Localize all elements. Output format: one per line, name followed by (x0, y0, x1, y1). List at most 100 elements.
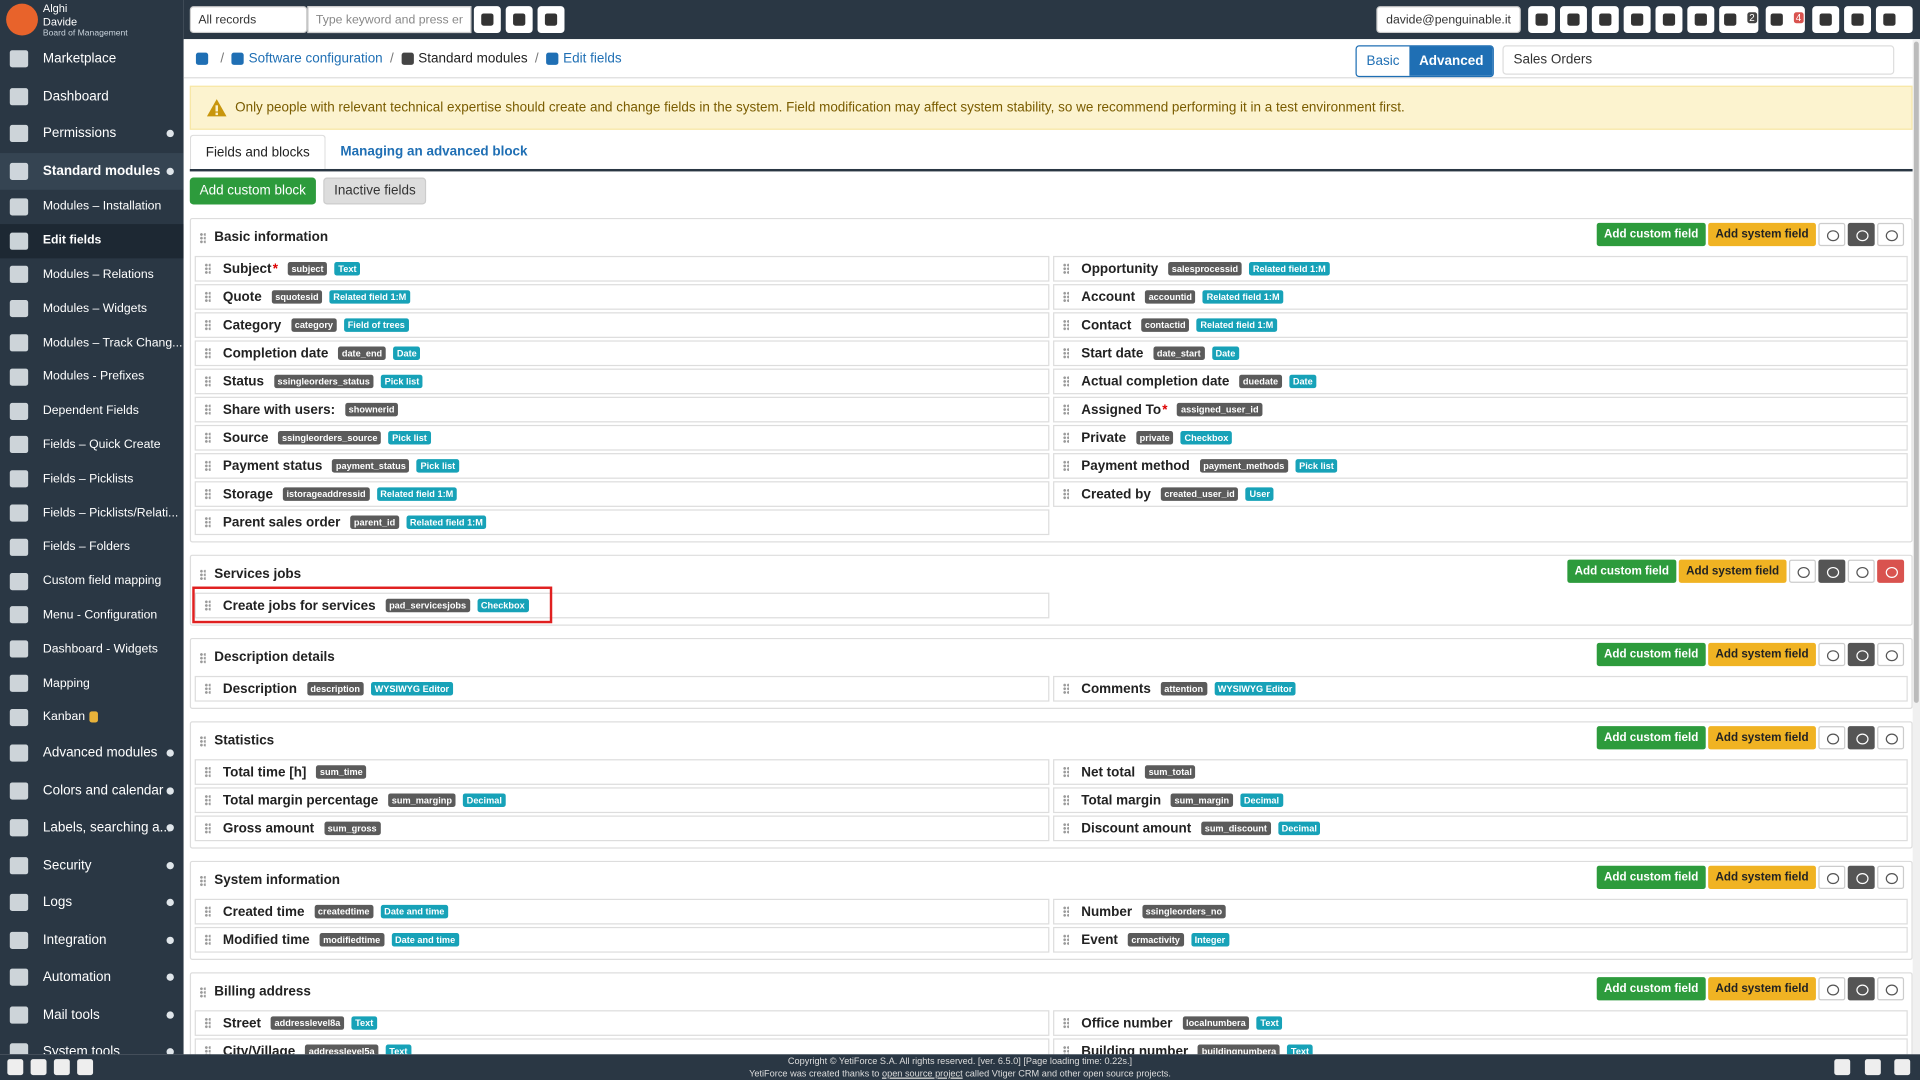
menu-item[interactable]: Advanced modules (0, 734, 184, 771)
social-icon[interactable] (77, 1059, 94, 1076)
field-row[interactable]: Quote squotesid Related field 1:M (194, 284, 1050, 310)
menu-item[interactable]: Custom field mapping (0, 564, 184, 598)
tool-button[interactable] (1788, 559, 1816, 583)
menu-item[interactable]: Dashboard (0, 78, 184, 115)
field-row[interactable]: Source ssingleorders_source Pick list (194, 424, 1050, 451)
tool-button[interactable] (1818, 977, 1846, 1001)
add-custom-field-button[interactable]: Add custom field (1596, 642, 1706, 667)
field-row[interactable]: Contact contactid Related field 1:M (1053, 312, 1908, 338)
credit-link[interactable]: open source project (881, 1067, 963, 1079)
field-row[interactable]: Office number localnumbera Text (1053, 1010, 1908, 1036)
field-row[interactable]: Created by created_user_id User (1053, 481, 1908, 507)
menu-item[interactable]: Logs (0, 884, 184, 921)
tool-button[interactable] (1847, 865, 1875, 889)
menu-item[interactable]: Integration (0, 921, 184, 958)
tool-button[interactable] (1818, 642, 1846, 667)
field-row[interactable]: Payment status payment_status Pick list (194, 453, 1050, 479)
tool-button[interactable] (1847, 222, 1875, 247)
tool-button[interactable] (1818, 222, 1846, 247)
icon-button[interactable] (1812, 6, 1840, 34)
field-row[interactable]: Building number buildingnumbera Text (1053, 1038, 1908, 1055)
menu-item[interactable]: Dependent Fields (0, 394, 184, 428)
menu-item[interactable]: Mapping (0, 666, 184, 700)
menu-item[interactable]: Mail tools (0, 996, 184, 1033)
field-row[interactable]: Event crmactivity Integer (1053, 926, 1908, 953)
field-row[interactable]: Subject* subject Text (194, 255, 1050, 282)
field-row[interactable]: Completion date date_end Date (194, 340, 1050, 367)
menu-item[interactable]: Fields – Picklists/Relati... (0, 496, 184, 530)
add-custom-field-button[interactable]: Add custom field (1596, 865, 1706, 889)
menu-item[interactable]: Modules – Installation (0, 190, 184, 224)
social-icon[interactable] (53, 1059, 70, 1076)
add-custom-field-button[interactable]: Add custom field (1596, 977, 1706, 1001)
target-button[interactable] (505, 6, 533, 34)
user-menu[interactable] (1875, 6, 1913, 34)
footer-icon[interactable] (1894, 1059, 1911, 1076)
home-icon[interactable] (195, 52, 209, 65)
tab[interactable]: Managing an advanced block (340, 144, 528, 160)
add-system-field-button[interactable]: Add system field (1708, 977, 1816, 1001)
menu-item[interactable]: Security (0, 846, 184, 883)
search-button[interactable] (473, 6, 501, 34)
add-system-field-button[interactable]: Add system field (1678, 559, 1787, 583)
field-row[interactable]: Storage istorageaddressid Related field 1:… (194, 481, 1050, 507)
inactive-fields-button[interactable]: Inactive fields (323, 177, 427, 205)
grid-button[interactable] (537, 6, 565, 34)
tool-button[interactable] (1877, 642, 1905, 667)
add-custom-field-button[interactable]: Add custom field (1567, 559, 1677, 583)
add-system-field-button[interactable]: Add system field (1708, 642, 1816, 667)
field-row[interactable]: Comments attention WYSIWYG Editor (1053, 675, 1908, 702)
footer-icon[interactable] (1834, 1059, 1851, 1076)
tool-button[interactable] (1847, 559, 1875, 583)
mode-button[interactable]: Basic (1366, 53, 1400, 69)
field-row[interactable]: Category category Field of trees (194, 312, 1050, 338)
footer-icon[interactable] (1864, 1059, 1881, 1076)
menu-item[interactable]: Fields – Quick Create (0, 428, 184, 462)
field-row[interactable]: Modified time modifiedtime Date and time (194, 926, 1050, 953)
field-row[interactable]: Status ssingleorders_status Pick list (194, 368, 1050, 395)
menu-item[interactable]: Permissions (0, 115, 184, 152)
menu-item[interactable]: Automation (0, 958, 184, 995)
tab[interactable]: Fields and blocks (189, 134, 326, 169)
menu-item[interactable]: Modules – Track Chang... (0, 326, 184, 360)
menu-item[interactable]: Edit fields (0, 223, 184, 258)
field-row[interactable]: Total time [h] sum_time (194, 759, 1050, 785)
field-row[interactable]: Opportunity salesprocessid Related field 1… (1053, 255, 1908, 282)
add-block-button[interactable]: Add custom block (189, 177, 316, 205)
tool-button[interactable] (1847, 726, 1875, 750)
module-select[interactable]: Sales Orders (1502, 45, 1895, 75)
crumb[interactable]: Edit fields (563, 50, 622, 66)
menu-item[interactable]: Kanban (0, 700, 184, 734)
field-row[interactable]: Share with users: shownerid (194, 396, 1050, 423)
mode-button[interactable]: Advanced (1409, 46, 1494, 76)
field-row[interactable]: City/Village addresslevel5a Text (194, 1038, 1050, 1055)
icon-button[interactable] (1560, 6, 1587, 34)
social-icon[interactable] (30, 1059, 47, 1076)
field-row[interactable]: Actual completion date duedate Date (1053, 368, 1908, 395)
menu-item[interactable]: Dashboard - Widgets (0, 632, 184, 666)
menu-item[interactable]: Marketplace (0, 40, 184, 77)
email[interactable]: davide@penguinable.it (1376, 6, 1521, 34)
field-row[interactable]: Payment method payment_methods Pick list (1053, 453, 1908, 479)
menu-item[interactable]: Modules - Prefixes (0, 360, 184, 394)
menu-item[interactable]: Colors and calendar (0, 772, 184, 809)
tool-button[interactable] (1877, 977, 1905, 1001)
icon-button[interactable] (1687, 6, 1715, 34)
field-row[interactable]: Total margin sum_margin Decimal (1053, 787, 1908, 814)
menu-item[interactable]: Labels, searching a... (0, 809, 184, 846)
menu-item[interactable]: Menu - Configuration (0, 598, 184, 632)
tool-button[interactable] (1847, 977, 1875, 1001)
icon-button[interactable] (1844, 6, 1872, 34)
field-row[interactable]: Net total sum_total (1053, 759, 1908, 785)
field-row[interactable]: Discount amount sum_discount Decimal (1053, 815, 1908, 842)
menu-item[interactable]: Modules – Relations (0, 258, 184, 292)
add-system-field-button[interactable]: Add system field (1708, 865, 1816, 889)
menu-item[interactable]: Fields – Picklists (0, 462, 184, 496)
add-custom-field-button[interactable]: Add custom field (1596, 726, 1706, 750)
search-input[interactable]: Type keyword and press enter (307, 6, 472, 34)
menu-item[interactable]: Modules – Widgets (0, 292, 184, 326)
reminders[interactable]: 4 (1765, 6, 1805, 34)
menu-item[interactable]: Fields – Folders (0, 530, 184, 564)
field-row[interactable]: Parent sales order parent_id Related field… (194, 509, 1050, 536)
menu-item[interactable]: System tools (0, 1033, 184, 1055)
